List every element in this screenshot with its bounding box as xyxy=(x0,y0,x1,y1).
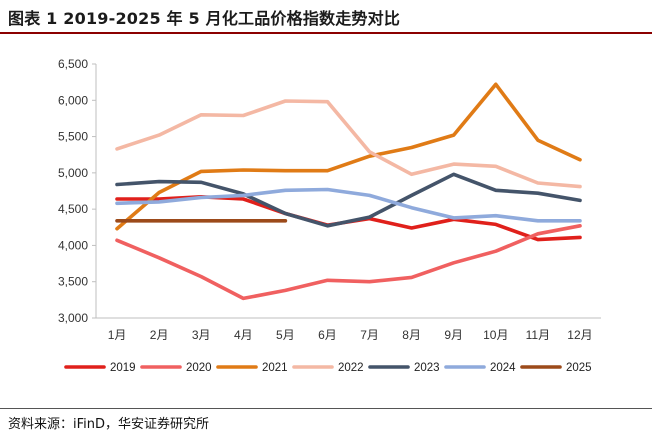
y-tick-label: 6,000 xyxy=(58,93,88,107)
series-line-2022 xyxy=(115,99,582,189)
x-tick-label: 10月 xyxy=(483,328,508,342)
x-tick-label: 9月 xyxy=(444,328,463,342)
x-tick-label: 8月 xyxy=(402,328,421,342)
y-tick-label: 6,500 xyxy=(58,57,88,71)
y-tick-label: 4,000 xyxy=(58,238,88,252)
x-tick-label: 4月 xyxy=(234,328,253,342)
chart-legend: 2019 2020 2021 2022 2023 2024 2025 xyxy=(64,362,592,374)
footer-divider xyxy=(0,408,652,409)
legend-label-2024: 2024 xyxy=(490,362,516,374)
page-title: 图表 1 2019-2025 年 5 月化工品价格指数走势对比 xyxy=(8,9,401,28)
chart-series xyxy=(115,82,582,301)
x-tick-label: 11月 xyxy=(526,328,550,342)
legend-label-2025: 2025 xyxy=(566,362,592,374)
x-tick-label: 7月 xyxy=(360,328,379,342)
legend-label-2022: 2022 xyxy=(338,362,364,374)
legend-label-2020: 2020 xyxy=(186,362,212,374)
legend-label-2021: 2021 xyxy=(262,362,288,374)
title-row: 图表 1 2019-2025 年 5 月化工品价格指数走势对比 xyxy=(8,4,400,30)
line-chart: 3,000 3,500 4,000 4,500 5,000 5,500 6,000 6,500… xyxy=(58,57,601,374)
series-line-2021 xyxy=(115,82,582,231)
x-tick-label: 12月 xyxy=(567,328,592,342)
x-tick-label: 5月 xyxy=(276,328,295,342)
title-underline xyxy=(0,32,652,34)
y-tick-label: 3,500 xyxy=(58,275,88,289)
x-tick-label: 6月 xyxy=(318,328,337,342)
y-tick-label: 4,500 xyxy=(58,202,88,216)
legend-label-2019: 2019 xyxy=(110,362,136,374)
source-note: 资料来源：iFinD，华安证券研究所 xyxy=(8,417,210,432)
x-tick-label: 3月 xyxy=(192,328,211,342)
y-tick-label: 3,000 xyxy=(58,311,88,325)
y-tick-label: 5,000 xyxy=(58,166,88,180)
x-tick-label: 1月 xyxy=(108,328,127,342)
series-line-2023 xyxy=(115,172,582,228)
series-line-2024 xyxy=(115,187,582,223)
y-tick-label: 5,500 xyxy=(58,130,88,144)
series-line-2020 xyxy=(115,224,582,301)
legend-label-2023: 2023 xyxy=(414,362,440,374)
x-tick-label: 2月 xyxy=(150,328,169,342)
chart-axes: 3,000 3,500 4,000 4,500 5,000 5,500 6,000 6,500… xyxy=(58,57,601,342)
